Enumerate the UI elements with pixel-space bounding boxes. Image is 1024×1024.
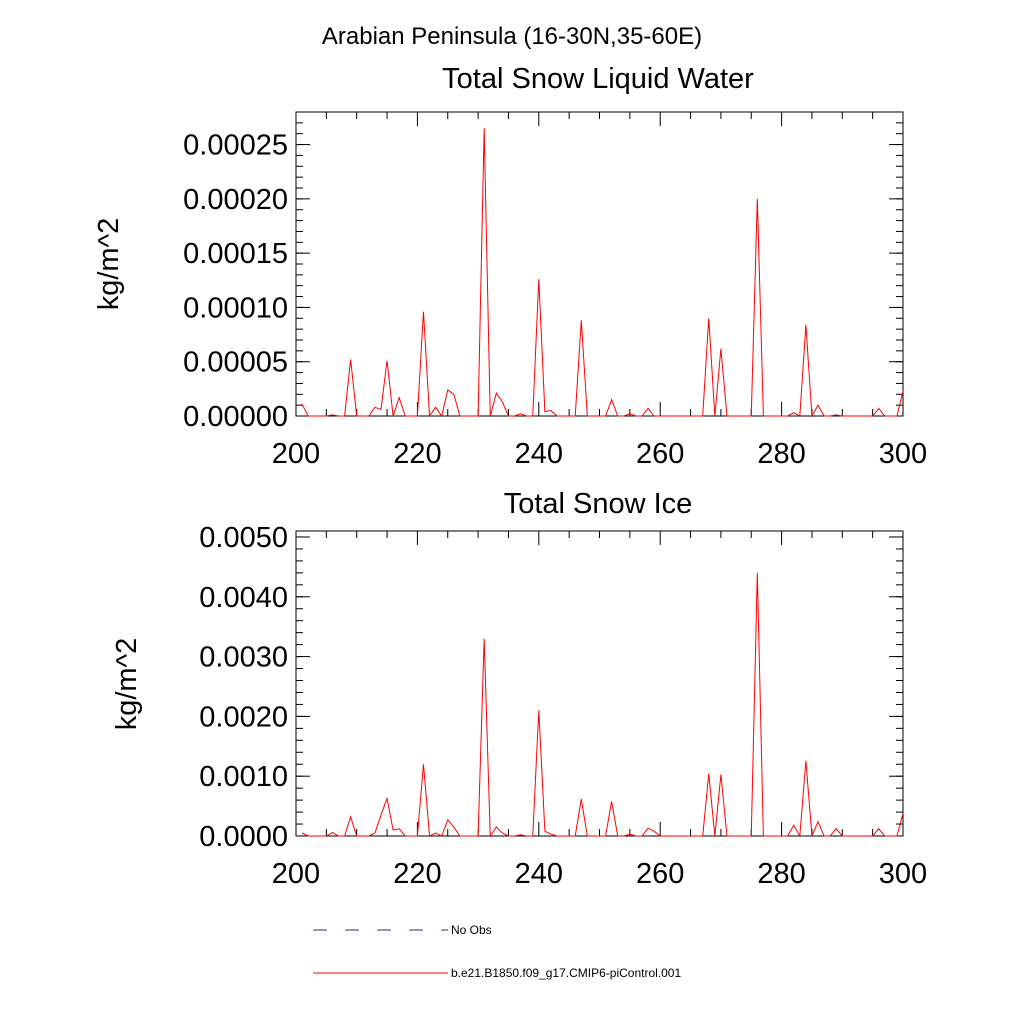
x-tick-label: 280 [757,438,805,470]
x-tick-label: 200 [272,438,320,470]
y-tick-label: 0.00010 [183,292,288,324]
y-tick-label: 0.0050 [199,522,288,554]
panel-snow-liquid-water: Total Snow Liquid Water kg/m^2 200 220 240… [93,63,927,470]
figure-main-title: Arabian Peninsula (16-30N,35-60E) [322,23,702,50]
series-line-snow-ice [301,572,904,838]
x-tick-label: 220 [393,858,441,890]
panel-title-snow-ice: Total Snow Ice [504,488,693,520]
x-tick-label: 200 [272,858,320,890]
x-tick-label: 260 [636,858,684,890]
plot-frame-snow-ice [295,530,904,837]
legend-no-obs-label: No Obs [451,923,492,937]
y-tick-label: 0.00005 [183,347,288,379]
y-axis-label-snow-ice: kg/m^2 [111,638,143,731]
y-tick-label: 0.0020 [199,701,288,733]
legend-model-label: b.e21.B1850.f09_g17.CMIP6-piControl.001 [451,966,681,980]
x-tick-label: 220 [393,438,441,470]
panel-title-snow-liquid-water: Total Snow Liquid Water [442,63,754,95]
y-tick-label: 0.0010 [199,761,288,793]
x-tick-label: 260 [636,438,684,470]
x-tick-label: 240 [515,858,563,890]
legend: No Obs b.e21.B1850.f09_g17.CMIP6-piContr… [313,923,681,980]
y-tick-label: 0.00000 [183,401,288,433]
x-tick-label: 300 [879,438,927,470]
x-tick-label: 300 [879,858,927,890]
x-tick-label: 240 [515,438,563,470]
y-tick-label: 0.0040 [199,582,288,614]
y-axis-label-snow-liquid-water: kg/m^2 [93,218,125,311]
plot-frame-snow-liquid-water [295,111,904,417]
x-tick-label: 280 [757,858,805,890]
y-tick-label: 0.00020 [183,184,288,216]
y-tick-label: 0.00025 [183,130,288,162]
panel-snow-ice: Total Snow Ice kg/m^2 200 220 240 260 280 300… [111,488,927,890]
y-tick-label: 0.0030 [199,642,288,674]
series-line-snow-liquid-water [301,128,904,418]
y-tick-label: 0.0000 [199,821,288,853]
y-tick-label: 0.00015 [183,238,288,270]
